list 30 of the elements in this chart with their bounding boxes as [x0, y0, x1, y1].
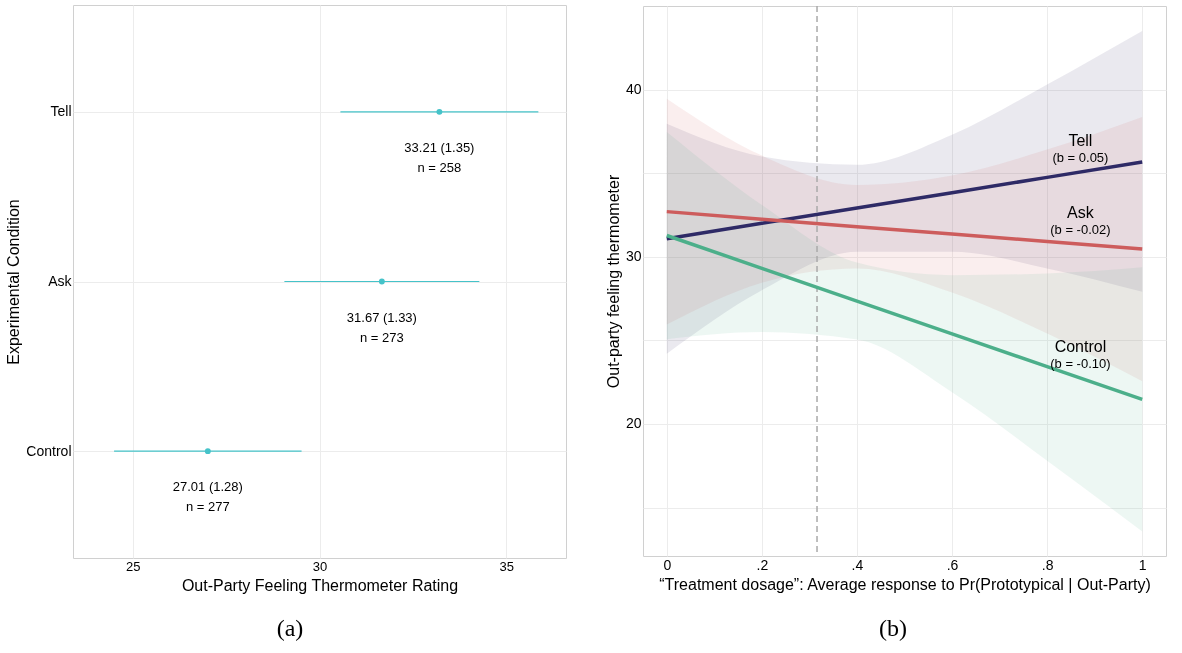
x-tick-label: 30 — [312, 558, 328, 574]
y-axis-title: Out-party feeling thermometer — [604, 174, 622, 389]
y-tick-label: Ask — [48, 273, 73, 289]
annotation: 31.67 (1.33) n = 273 — [346, 309, 417, 345]
series-label: Control — [1054, 338, 1107, 356]
x-tick-label: 0 — [663, 556, 672, 573]
x-tick-label: 25 — [126, 558, 141, 574]
annotation: (b = 0.05) — [1052, 149, 1109, 165]
y-tick-label: 30 — [625, 248, 642, 265]
annotation: (b = -0.10) — [1050, 356, 1111, 372]
x-tick-label: .4 — [851, 556, 864, 573]
series-label: Ask — [1067, 204, 1095, 222]
y-axis-title: Experimental Condition — [5, 199, 23, 365]
y-tick-label: Control — [26, 442, 72, 459]
y-tick-label: 40 — [625, 81, 642, 98]
x-tick-label: .8 — [1041, 556, 1054, 573]
x-tick-label: 1 — [1138, 556, 1147, 573]
text: (a) — [275, 615, 305, 642]
x-axis-title: “Treatment dosage”: Average response to Pr(Prototypical | Out-Party) — [659, 575, 1151, 593]
x-axis-title: Out-Party Feeling Thermometer Rating — [181, 576, 459, 594]
y-tick-label: 20 — [625, 415, 642, 432]
series-label: Tell — [1068, 131, 1093, 149]
annotation: 33.21 (1.35) n = 258 — [404, 139, 475, 175]
annotation: (b = -0.02) — [1050, 222, 1111, 238]
x-tick-label: .2 — [756, 556, 769, 573]
x-tick-label: .6 — [946, 556, 959, 573]
annotation: 27.01 (1.28) n = 277 — [172, 479, 243, 515]
y-tick-label: Tell — [50, 103, 72, 120]
text: (b) — [878, 615, 908, 642]
x-tick-label: 35 — [499, 558, 514, 574]
